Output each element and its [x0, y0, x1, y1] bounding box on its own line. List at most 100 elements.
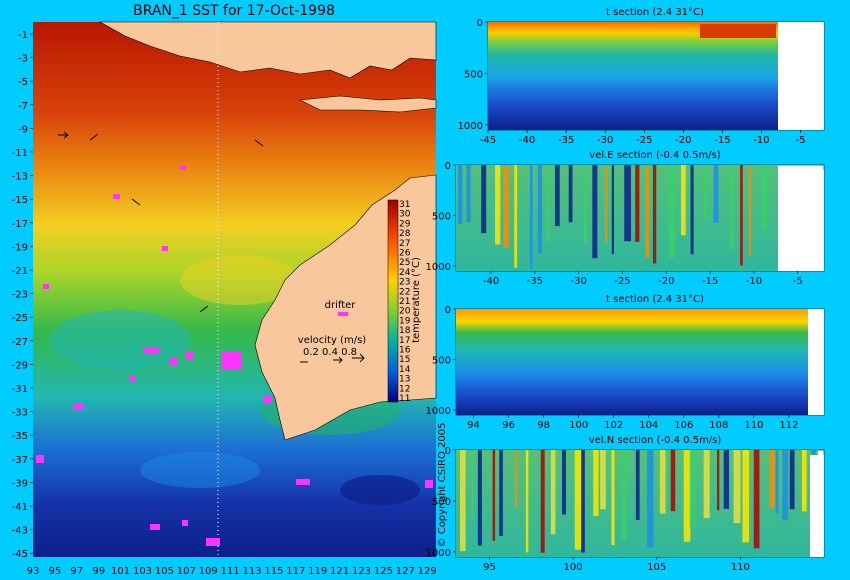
drifter-mark [222, 352, 242, 370]
velocity-stripe [604, 165, 608, 242]
latitude-labels: -1 -3 -5 -7 -9 -11 -13 -15 -17 -19 -21 -23 -25 -27 -29… [12, 30, 33, 560]
velocity-stripe [659, 450, 666, 514]
land-mask [808, 309, 824, 415]
lat-tick-label: -15 [12, 195, 28, 206]
lon-tick-label: 121 [330, 566, 349, 577]
lon-tick-label: 117 [286, 566, 305, 577]
lat-tick-label: -5 [18, 77, 28, 88]
x-tick-label: 104 [639, 420, 658, 431]
velocity-stripe [495, 165, 501, 245]
velocity-stripe [611, 165, 615, 255]
velocity-stripe [581, 450, 585, 553]
y-tick-label: 1000 [426, 262, 451, 273]
lat-tick-label: -33 [12, 408, 28, 419]
lon-tick-label: 109 [199, 566, 218, 577]
x-tick-label: -25 [636, 135, 652, 146]
colorbar-tick-label: 13 [399, 375, 410, 385]
x-tick-label: -30 [597, 135, 613, 146]
velocity-stripes [458, 165, 768, 269]
x-tick-label: 94 [467, 420, 480, 431]
velocity-arrow [89, 133, 99, 141]
x-tick-label: -20 [675, 135, 691, 146]
velocity-stripe [670, 450, 676, 512]
y-tick-label: 500 [464, 69, 483, 80]
velocity-stripe [458, 165, 463, 225]
velocity-stripe [782, 450, 789, 521]
y-ticks: 0 500 1000 [458, 18, 488, 132]
vel-n-section: vel.N section (-0.4 0.5m/s) 95 100 105 110 … [426, 435, 825, 573]
vel-n-section-title: vel.N section (-0.4 0.5m/s) [589, 435, 722, 446]
velocity-stripe [733, 450, 741, 524]
velocity-stripe [789, 450, 795, 510]
drifter-mark [264, 395, 272, 403]
velocity-stripe [540, 450, 545, 553]
lat-tick-label: -37 [12, 455, 28, 466]
velocity-stripe [645, 165, 649, 258]
velocity-stripe [525, 450, 529, 553]
x-ticks: -45 -40 -35 -30 -25 -20 -15 -10 -5 [480, 130, 806, 146]
y-tick-label: 500 [432, 211, 451, 222]
velocity-stripe [723, 450, 729, 509]
x-ticks: -40 -35 -30 -25 -20 -15 -10 -5 [483, 271, 803, 287]
velocity-stripe [683, 450, 691, 542]
velocity-stripe [729, 165, 734, 250]
y-ticks: 0 500 1000 [426, 446, 456, 559]
velocity-stripe [550, 450, 556, 535]
velocity-arrow [352, 353, 365, 363]
velocity-stripe [635, 450, 640, 521]
lon-tick-label: 111 [221, 566, 240, 577]
x-tick-label: -35 [558, 135, 574, 146]
velocity-stripe [624, 165, 632, 242]
lon-tick-label: 113 [242, 566, 261, 577]
temperature-field [488, 22, 778, 130]
indonesia-land [98, 21, 437, 79]
lat-tick-label: -43 [12, 526, 28, 537]
drifter-mark [206, 538, 220, 546]
x-tick-label: -15 [714, 135, 730, 146]
velocity-stripe [690, 165, 694, 255]
lat-tick-label: -1 [18, 30, 28, 41]
velocity-stripe [593, 450, 599, 517]
lon-tick-label: 119 [308, 566, 327, 577]
x-ticks: 94 96 98 100 102 104 106 108 110 112 [467, 415, 798, 431]
lon-tick-label: 127 [396, 566, 415, 577]
velocity-stripe [680, 165, 686, 236]
lat-tick-label: -35 [12, 431, 28, 442]
velocity-arrow [333, 356, 343, 364]
velocity-stripe [529, 165, 533, 269]
lat-tick-label: -23 [12, 290, 28, 301]
x-tick-label: 98 [537, 420, 550, 431]
velocity-stripe [568, 165, 573, 223]
sst-map: drifter velocity (m/s) 0.2 0.4 0.8 31302… [12, 21, 437, 577]
lat-tick-label: -27 [12, 337, 28, 348]
colorbar-tick-label: 22 [399, 287, 410, 297]
velocity-stripe [748, 165, 751, 256]
velocity-stripe [713, 165, 719, 223]
y-tick-label: 1000 [426, 548, 451, 559]
drifter-mark [162, 246, 168, 251]
colorbar [387, 199, 399, 403]
drifter-mark [296, 479, 310, 485]
velocity-stripe [753, 450, 760, 549]
y-ticks: 0 500 1000 [426, 161, 456, 273]
velocity-stripe [561, 450, 566, 515]
velocity-stripe [583, 165, 588, 243]
colorbar-label: temperature (°C) [411, 257, 422, 343]
velocity-stripe [514, 450, 518, 509]
y-tick-label: 500 [432, 497, 451, 508]
x-tick-label: -40 [483, 276, 499, 287]
lon-tick-label: 123 [352, 566, 371, 577]
drifter-mark [36, 455, 44, 463]
lat-tick-label: -13 [12, 172, 28, 183]
velocity-stripe [477, 450, 482, 546]
y-tick-label: 0 [445, 446, 451, 457]
colorbar-tick-label: 29 [399, 219, 411, 229]
temperature-field [456, 309, 812, 415]
x-tick-label: -15 [702, 276, 718, 287]
vel-e-section: vel.E section (-0.4 0.5m/s) -40 -35 -30 -25… [426, 150, 825, 287]
drifter-tracks [36, 166, 433, 546]
lon-tick-label: 103 [133, 566, 152, 577]
colorbar-tick-label: 17 [399, 336, 410, 346]
colorbar-tick-label: 31 [399, 200, 410, 210]
